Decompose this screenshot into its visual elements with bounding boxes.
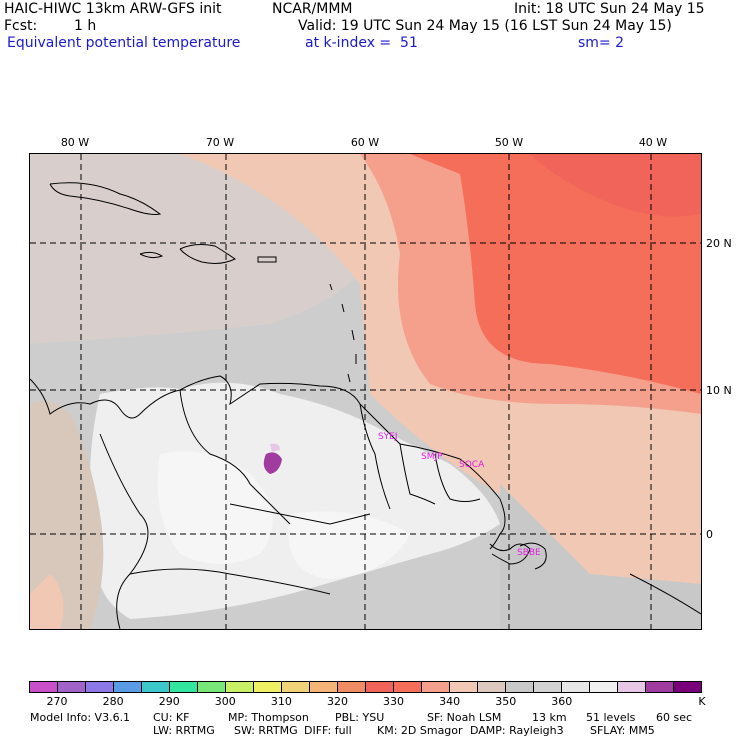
station-label-soca: SOCA	[459, 460, 485, 470]
lon-label-50w: 50 W	[494, 136, 524, 149]
theta-e-map	[29, 153, 702, 630]
color-scale-tick-label: 360	[551, 695, 573, 708]
resolution: 13 km	[532, 711, 567, 724]
color-swatch	[86, 682, 114, 692]
mp-scheme: MP: Thompson	[228, 711, 309, 724]
color-scale-tick-label: K	[698, 695, 706, 708]
color-swatch	[282, 682, 310, 692]
smoothing-value: sm= 2	[578, 35, 625, 51]
color-swatch	[534, 682, 562, 692]
color-swatch	[646, 682, 674, 692]
color-swatch	[366, 682, 394, 692]
damping: DAMP: Rayleigh3	[470, 724, 564, 737]
color-swatch	[506, 682, 534, 692]
lon-label-80w: 80 W	[60, 136, 90, 149]
sw-scheme: SW: RRTMG	[234, 724, 298, 737]
color-scale-tick-label: 350	[495, 695, 517, 708]
color-scale-tick-label: 330	[383, 695, 405, 708]
lon-label-40w: 40 W	[638, 136, 668, 149]
cu-scheme: CU: KF	[153, 711, 190, 724]
color-swatch	[590, 682, 618, 692]
color-swatch	[450, 682, 478, 692]
color-swatch	[618, 682, 646, 692]
init-time: Init: 18 UTC Sun 24 May 15	[514, 1, 705, 17]
valid-time: Valid: 19 UTC Sun 24 May 15 (16 LST Sun …	[298, 18, 672, 34]
km-scheme: KM: 2D Smagor	[377, 724, 463, 737]
timestep: 60 sec	[656, 711, 693, 724]
model-info: Model Info: V3.6.1	[30, 711, 131, 724]
surface-layer: SFLAY: MM5	[590, 724, 655, 737]
color-swatch	[338, 682, 366, 692]
color-swatch	[254, 682, 282, 692]
color-swatch	[198, 682, 226, 692]
color-scale-tick-label: 310	[270, 695, 292, 708]
color-scale-bar	[29, 681, 702, 693]
station-label-smjp: SMJP	[421, 452, 443, 462]
color-scale-tick-label: 290	[158, 695, 180, 708]
color-swatch	[422, 682, 450, 692]
color-scale-tick-label: 300	[214, 695, 236, 708]
color-swatch	[394, 682, 422, 692]
k-index-level: at k-index = 51	[305, 35, 418, 51]
color-swatch	[674, 682, 701, 692]
color-scale-tick-label: 340	[439, 695, 461, 708]
color-swatch	[58, 682, 86, 692]
lw-scheme: LW: RRTMG	[153, 724, 215, 737]
color-swatch	[310, 682, 338, 692]
forecast-value: 1 h	[74, 18, 97, 34]
vertical-levels: 51 levels	[586, 711, 636, 724]
lon-label-60w: 60 W	[350, 136, 380, 149]
forecast-label: Fcst:	[4, 18, 38, 34]
color-swatch	[142, 682, 170, 692]
color-swatch	[170, 682, 198, 692]
lat-label-20n: 20 N	[706, 237, 732, 250]
lat-label-10n: 10 N	[706, 384, 732, 397]
lat-label-equator: 0	[706, 528, 713, 541]
color-scale-tick-label: 320	[326, 695, 348, 708]
color-scale-tick-label: 270	[46, 695, 68, 708]
field-name: Equivalent potential temperature	[7, 35, 241, 51]
color-scale-tick-label: 280	[102, 695, 124, 708]
station-label-sbbe: SBBE	[517, 548, 541, 558]
organization: NCAR/MMM	[272, 1, 353, 17]
diffusion: DIFF: full	[304, 724, 352, 737]
color-swatch	[478, 682, 506, 692]
color-swatch	[114, 682, 142, 692]
lon-label-70w: 70 W	[205, 136, 235, 149]
sf-scheme: SF: Noah LSM	[427, 711, 502, 724]
pbl-scheme: PBL: YSU	[335, 711, 385, 724]
color-swatch	[30, 682, 58, 692]
color-swatch	[562, 682, 590, 692]
model-title: HAIC-HIWC 13km ARW-GFS init	[4, 1, 222, 17]
station-label-syej: SYEJ	[378, 432, 398, 442]
map-canvas	[30, 154, 701, 629]
color-swatch	[226, 682, 254, 692]
